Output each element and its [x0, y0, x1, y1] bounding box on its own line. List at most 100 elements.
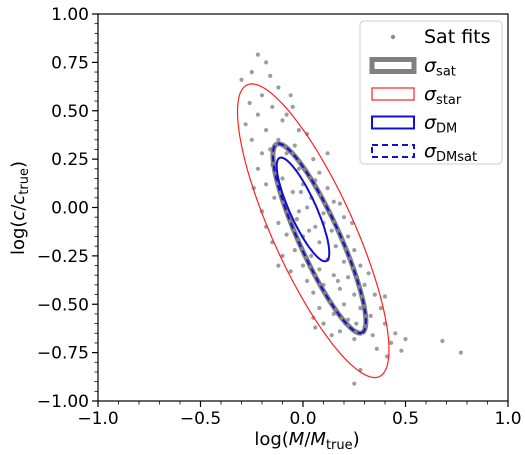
sat-fit-point: [358, 306, 363, 311]
sat-fit-point: [458, 350, 463, 355]
y-axis-label: log(c/ctrue): [8, 161, 32, 255]
y-axis-label-sub: true: [17, 168, 32, 195]
y-tick-label: 1.00: [51, 5, 89, 25]
sat-fit-point: [290, 189, 295, 195]
sat-fit-point: [309, 253, 314, 258]
sat-fit-point: [259, 93, 265, 98]
sat-fit-point: [290, 104, 295, 109]
sat-fit-point: [270, 104, 275, 109]
sat-fit-point: [362, 282, 367, 287]
y-tick-label: 0.00: [51, 199, 89, 219]
sat-fit-point: [337, 286, 342, 291]
sat-fit-point: [341, 259, 347, 264]
sat-fit-point: [298, 189, 303, 195]
sat-fit-point: [399, 348, 404, 353]
legend-label: σDM: [424, 112, 457, 137]
sat-fit-point: [372, 292, 377, 297]
sat-fit-point: [255, 112, 260, 117]
sat-fit-point: [329, 333, 334, 338]
sat-fit-point: [296, 128, 301, 133]
x-tick-label: −0.5: [180, 409, 221, 429]
x-axis-label-close: ): [353, 429, 360, 450]
sat-fit-point: [284, 112, 289, 117]
sat-fit-point: [331, 273, 336, 278]
legend-handle-sigma-dm: [371, 115, 415, 130]
y-axis-label-prefix: log(: [8, 221, 29, 255]
sat-fit-point: [276, 85, 281, 90]
sat-fit-point: [294, 217, 299, 222]
sat-fit-point: [440, 338, 445, 344]
ellipse-sigma-dm: [275, 156, 331, 263]
sat-fit-point: [321, 321, 326, 326]
y-axis-label-close: ): [8, 161, 29, 168]
sat-fit-point: [321, 211, 326, 216]
sat-fit-point: [354, 321, 359, 326]
x-tick-label: 0.0: [289, 409, 316, 429]
sat-fit-point: [317, 240, 322, 245]
sat-fit-point: [403, 337, 408, 342]
y-tick-label: −0.25: [37, 247, 89, 267]
sat-fit-point: [264, 60, 269, 65]
legend-label: σDMsat: [424, 140, 477, 165]
y-axis-label-var: c: [8, 211, 29, 221]
sat-fit-point: [389, 340, 394, 345]
y-tick-label: 0.25: [51, 150, 89, 170]
ellipse-sigma-star: [236, 83, 390, 379]
legend: Sat fits σsat σstar σDM σDMsat: [359, 20, 503, 165]
sat-fit-point: [317, 267, 322, 272]
sat-fit-point: [374, 346, 379, 351]
sat-fit-point: [305, 205, 310, 210]
sat-fit-point: [331, 199, 336, 204]
sat-fit-point: [311, 157, 316, 162]
sat-fit-point: [288, 93, 293, 98]
legend-handle-sigma-dmsat: [371, 144, 415, 158]
sat-fit-point: [329, 228, 334, 233]
sat-fit-point: [272, 195, 277, 200]
sat-fit-point: [352, 337, 357, 342]
x-tick-label: −1.0: [77, 409, 118, 429]
y-tick-label: 0.50: [51, 102, 89, 122]
tick-marks: [92, 13, 509, 407]
y-axis-label-var2: c: [8, 195, 29, 205]
sat-fit-point: [284, 232, 289, 237]
sat-fit-point: [305, 278, 310, 284]
sat-fit-point: [296, 166, 301, 171]
sat-fit-point: [264, 182, 269, 187]
sat-fit-point: [268, 73, 273, 78]
tick-labels: −1.0 −0.5 0.0 0.5 1.0 −1.00 −0.75 −0.50 −0.25 0.0…: [37, 5, 522, 429]
sat-fit-point: [292, 143, 297, 148]
sat-fit-point: [352, 248, 357, 253]
sat-fit-point: [249, 137, 254, 142]
sat-fit-point: [337, 329, 342, 334]
sat-fit-point: [280, 118, 285, 123]
sat-fit-point: [341, 302, 347, 307]
sat-fit-point: [276, 220, 281, 226]
sat-fit-point: [366, 271, 371, 276]
sat-fit-point: [288, 269, 293, 274]
sat-fit-point: [337, 201, 342, 206]
y-tick-label: 0.75: [51, 53, 89, 73]
sat-fit-point: [358, 263, 363, 268]
legend-handle-sat-fits: [390, 34, 396, 40]
sat-fit-point: [255, 52, 260, 57]
legend-handle-sigma-star: [371, 87, 415, 101]
sat-fit-point: [325, 186, 330, 191]
sat-fit-point: [393, 331, 398, 336]
sat-fit-point: [296, 209, 301, 214]
sat-fit-point: [284, 151, 289, 156]
sat-fit-point: [280, 176, 285, 181]
x-axis-label-slash: /: [304, 429, 311, 450]
sat-fit-point: [317, 306, 322, 311]
y-tick-label: −1.00: [37, 392, 89, 412]
ellipse-sigma-sat: [270, 141, 369, 336]
sat-fit-point: [300, 263, 306, 268]
y-tick-label: −0.75: [37, 344, 89, 364]
x-axis-label-prefix: log(: [254, 429, 288, 450]
plot-area: [236, 52, 463, 386]
sat-fit-point: [264, 128, 269, 133]
sat-fit-point: [382, 294, 388, 299]
legend-label: Sat fits: [424, 26, 491, 48]
sat-fit-point: [333, 244, 338, 249]
sat-fit-point: [368, 313, 373, 318]
x-axis-label-var: M: [289, 429, 305, 450]
